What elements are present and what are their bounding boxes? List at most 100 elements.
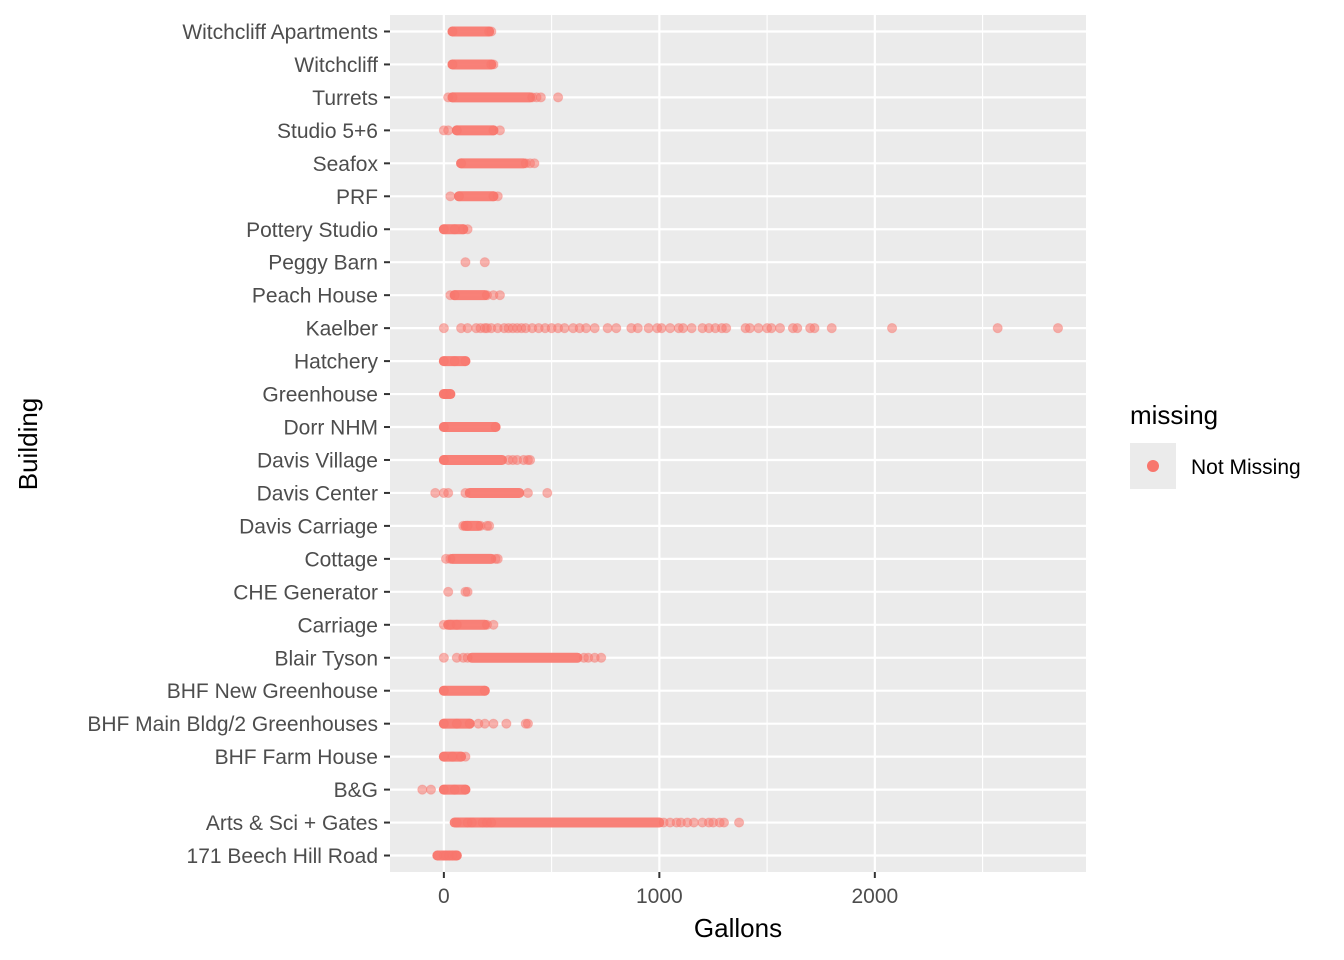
data-point-prf bbox=[453, 191, 465, 202]
data-point-kaelber bbox=[632, 323, 643, 334]
data-point-kaelber bbox=[753, 323, 764, 334]
legend-label-not-missing: Not Missing bbox=[1191, 456, 1301, 479]
data-point-kaelber bbox=[792, 323, 803, 334]
y-tick-label: BHF Farm House bbox=[215, 746, 378, 769]
data-point-pottery-studio bbox=[438, 224, 449, 235]
data-point-turrets bbox=[447, 92, 458, 103]
data-point-hatchery bbox=[449, 355, 460, 367]
data-point-che-generator bbox=[462, 586, 473, 597]
grid-lines bbox=[390, 15, 1086, 872]
x-axis-title: Gallons bbox=[694, 913, 782, 943]
data-point-bhf-main-bldg-2-greenhouses bbox=[501, 718, 512, 729]
data-point-kaelber bbox=[643, 323, 654, 334]
data-point-davis-center bbox=[522, 487, 534, 499]
data-point-blair-tyson bbox=[462, 652, 473, 663]
data-point-davis-village bbox=[524, 454, 536, 466]
data-point-hatchery bbox=[438, 355, 449, 367]
data-point-kaelber bbox=[611, 323, 622, 334]
data-point-kaelber bbox=[656, 323, 667, 334]
y-tick-label: BHF Main Bldg/2 Greenhouses bbox=[87, 713, 378, 736]
data-point-bhf-farm-house bbox=[438, 751, 449, 762]
data-point-davis-carriage bbox=[484, 520, 495, 532]
data-point-peach-house bbox=[494, 290, 505, 301]
y-tick-label: 171 Beech Hill Road bbox=[187, 845, 378, 868]
y-tick-label: Witchcliff Apartments bbox=[182, 21, 378, 44]
data-point-bhf-new-greenhouse bbox=[438, 685, 449, 696]
data-point-pottery-studio bbox=[462, 224, 473, 235]
data-point-cottage bbox=[492, 553, 503, 564]
data-point-hatchery bbox=[460, 355, 471, 367]
y-tick-label: Turrets bbox=[312, 87, 378, 110]
data-point-witchcliff-apartments bbox=[447, 26, 458, 37]
data-point-che-generator bbox=[443, 586, 454, 597]
data-point-greenhouse bbox=[445, 388, 456, 400]
data-point-prf bbox=[492, 191, 503, 202]
data-point-kaelber bbox=[886, 323, 898, 334]
y-tick-label: Kaelber bbox=[306, 318, 378, 341]
y-tick-label: Peach House bbox=[252, 285, 378, 308]
data-point-studio-5-6 bbox=[443, 125, 454, 136]
data-point-blair-tyson bbox=[596, 652, 607, 663]
data-point-b-g bbox=[449, 784, 460, 795]
y-tick-label: Cottage bbox=[304, 548, 378, 571]
data-point-kaelber bbox=[665, 323, 676, 334]
data-point-carriage bbox=[451, 619, 462, 630]
data-point-bhf-main-bldg-2-greenhouses bbox=[522, 718, 534, 729]
data-point-arts-sci-gates bbox=[718, 817, 730, 828]
data-point-171-beech-hill-road bbox=[451, 850, 462, 861]
data-point-kaelber bbox=[809, 323, 820, 334]
y-tick-label: Witchcliff bbox=[294, 54, 378, 77]
x-tick-label: 1000 bbox=[636, 885, 683, 908]
data-point-peggy-barn bbox=[479, 257, 490, 268]
x-tick-label: 0 bbox=[438, 885, 450, 908]
data-point-kaelber bbox=[677, 323, 689, 334]
panel-background bbox=[390, 15, 1086, 872]
data-point-kaelber bbox=[580, 323, 592, 334]
data-point-davis-center bbox=[430, 487, 441, 499]
data-point-kaelber bbox=[826, 323, 837, 334]
y-tick-label: PRF bbox=[336, 186, 378, 209]
y-tick-label: Studio 5+6 bbox=[277, 120, 378, 143]
data-point-kaelber bbox=[438, 323, 449, 334]
data-point-b-g bbox=[460, 784, 471, 795]
data-point-kaelber bbox=[774, 323, 786, 334]
y-tick-label: Davis Village bbox=[257, 449, 378, 472]
data-point-blair-tyson bbox=[438, 652, 449, 663]
y-axis-title: Building bbox=[13, 398, 43, 491]
data-point-arts-sci-gates bbox=[451, 817, 462, 828]
data-point-pottery-studio bbox=[449, 224, 460, 235]
data-point-bhf-main-bldg-2-greenhouses bbox=[488, 718, 499, 729]
data-point-arts-sci-gates bbox=[486, 817, 497, 828]
data-point-bhf-main-bldg-2-greenhouses bbox=[451, 718, 462, 729]
y-tick-label: CHE Generator bbox=[233, 581, 378, 604]
data-point-kaelber bbox=[766, 323, 777, 334]
y-tick-label: Dorr NHM bbox=[284, 417, 379, 440]
x-tick-label: 2000 bbox=[851, 885, 898, 908]
legend-title: missing bbox=[1130, 400, 1218, 430]
y-tick-label: Pottery Studio bbox=[246, 219, 378, 242]
data-point-bhf-farm-house bbox=[447, 751, 458, 762]
data-point-davis-village bbox=[438, 454, 449, 466]
legend-key-point bbox=[1147, 460, 1159, 472]
y-tick-label: Hatchery bbox=[294, 351, 379, 374]
plot-panel bbox=[390, 15, 1086, 872]
data-point-kaelber bbox=[992, 323, 1003, 334]
data-point-peggy-barn bbox=[460, 257, 471, 268]
data-point-carriage bbox=[488, 619, 499, 630]
data-point-kaelber bbox=[744, 323, 755, 334]
y-tick-label: Davis Carriage bbox=[239, 515, 378, 538]
data-point-turrets bbox=[552, 92, 564, 103]
data-point-kaelber bbox=[1052, 323, 1064, 334]
data-point-kaelber bbox=[602, 323, 613, 334]
data-point-kaelber bbox=[721, 323, 732, 334]
data-point-bhf-main-bldg-2-greenhouses bbox=[438, 718, 449, 729]
y-tick-label: Arts & Sci + Gates bbox=[206, 812, 378, 835]
data-point-seafox bbox=[529, 158, 540, 169]
data-point-bhf-main-bldg-2-greenhouses bbox=[464, 718, 475, 729]
data-point-bhf-farm-house bbox=[460, 751, 471, 762]
data-point-b-g bbox=[438, 784, 449, 795]
y-tick-label: Davis Center bbox=[257, 482, 378, 505]
data-point-arts-sci-gates bbox=[688, 817, 699, 828]
data-point-turrets bbox=[535, 92, 546, 103]
